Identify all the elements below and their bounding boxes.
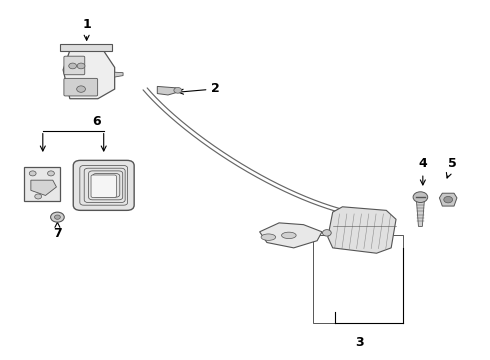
- Circle shape: [444, 197, 453, 203]
- Circle shape: [76, 86, 85, 92]
- Polygon shape: [31, 180, 56, 195]
- Polygon shape: [328, 207, 396, 253]
- Text: 7: 7: [53, 221, 62, 240]
- Circle shape: [322, 230, 331, 236]
- Polygon shape: [416, 202, 424, 226]
- Polygon shape: [440, 193, 457, 206]
- Polygon shape: [60, 44, 112, 50]
- Text: 4: 4: [418, 157, 427, 185]
- Circle shape: [69, 63, 76, 69]
- Text: 6: 6: [92, 115, 101, 128]
- Circle shape: [77, 63, 85, 69]
- Ellipse shape: [282, 232, 296, 239]
- FancyBboxPatch shape: [91, 175, 116, 198]
- FancyBboxPatch shape: [64, 56, 85, 75]
- FancyBboxPatch shape: [73, 160, 134, 210]
- Circle shape: [50, 212, 64, 222]
- Text: 5: 5: [446, 157, 457, 178]
- Polygon shape: [157, 86, 178, 95]
- Circle shape: [54, 215, 60, 219]
- Circle shape: [413, 192, 428, 203]
- Polygon shape: [24, 167, 60, 201]
- Circle shape: [29, 171, 36, 176]
- Ellipse shape: [261, 234, 276, 240]
- Polygon shape: [260, 223, 322, 248]
- FancyBboxPatch shape: [64, 78, 98, 96]
- Text: 2: 2: [178, 82, 220, 95]
- Circle shape: [35, 194, 42, 199]
- Bar: [313, 235, 403, 323]
- Circle shape: [48, 171, 54, 176]
- Circle shape: [174, 87, 182, 93]
- Text: 3: 3: [355, 336, 364, 349]
- Polygon shape: [63, 50, 115, 99]
- Polygon shape: [115, 72, 123, 77]
- Text: 1: 1: [82, 18, 91, 40]
